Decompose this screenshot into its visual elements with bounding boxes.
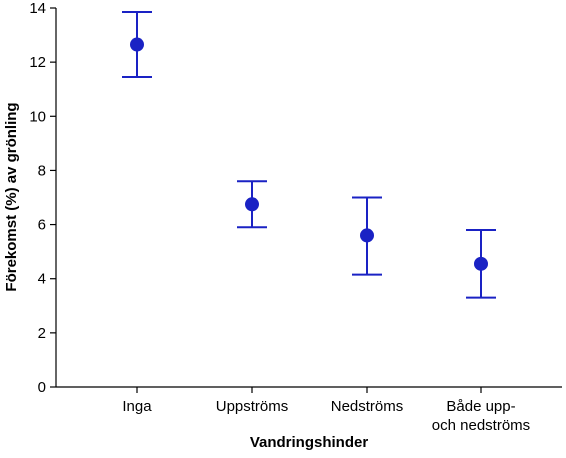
x-category-label: och nedströms [432, 417, 530, 434]
x-ticks: Inga Uppströms Nedströms Både upp-och nedst… [122, 387, 530, 434]
x-category-label: Inga [122, 398, 152, 415]
y-axis-title: Förekomst (%) av grönling [3, 102, 20, 291]
y-tick-label: 8 [38, 162, 46, 179]
y-ticks: 0 2 4 6 8 10 12 14 [29, 0, 56, 396]
y-tick-label: 14 [29, 0, 46, 17]
axes [55, 8, 562, 388]
y-tick-label: 10 [29, 108, 46, 125]
data-point [130, 37, 144, 52]
y-tick-label: 2 [38, 325, 46, 342]
data-point [360, 228, 374, 243]
x-category-label: Både upp- [446, 398, 515, 415]
data-points [130, 37, 488, 271]
x-axis-title: Vandringshinder [250, 434, 369, 451]
data-point [245, 197, 259, 212]
error-bars [122, 11, 496, 299]
y-tick-label: 6 [38, 217, 46, 234]
y-tick-label: 4 [38, 271, 46, 288]
y-tick-label: 0 [38, 379, 46, 396]
x-category-label: Uppströms [216, 398, 289, 415]
y-tick-label: 12 [29, 54, 46, 71]
x-category-label: Nedströms [331, 398, 404, 415]
data-point [474, 256, 488, 271]
